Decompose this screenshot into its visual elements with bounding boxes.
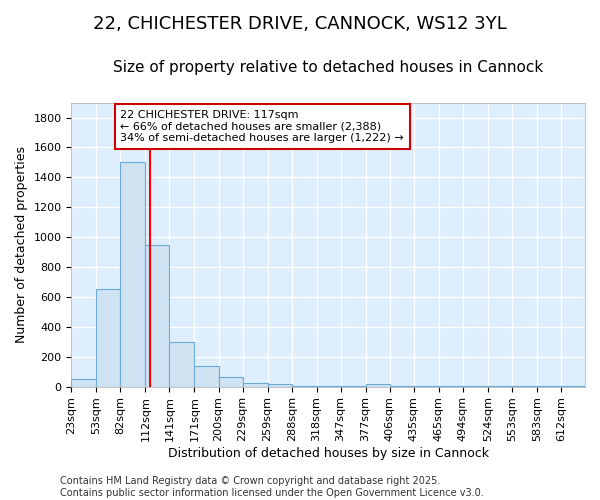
X-axis label: Distribution of detached houses by size in Cannock: Distribution of detached houses by size …: [168, 447, 489, 460]
Bar: [169, 342, 194, 386]
Bar: [71, 379, 97, 386]
Bar: [218, 377, 242, 386]
Bar: [242, 383, 268, 386]
Text: 22, CHICHESTER DRIVE, CANNOCK, WS12 3YL: 22, CHICHESTER DRIVE, CANNOCK, WS12 3YL: [93, 15, 507, 33]
Bar: [268, 384, 292, 386]
Title: Size of property relative to detached houses in Cannock: Size of property relative to detached ho…: [113, 60, 544, 75]
Text: 22 CHICHESTER DRIVE: 117sqm
← 66% of detached houses are smaller (2,388)
34% of : 22 CHICHESTER DRIVE: 117sqm ← 66% of det…: [121, 110, 404, 143]
Bar: [145, 244, 169, 386]
Bar: [97, 290, 121, 386]
Bar: [194, 366, 218, 386]
Text: Contains HM Land Registry data © Crown copyright and database right 2025.
Contai: Contains HM Land Registry data © Crown c…: [60, 476, 484, 498]
Bar: [365, 384, 390, 386]
Y-axis label: Number of detached properties: Number of detached properties: [15, 146, 28, 343]
Bar: [121, 162, 145, 386]
